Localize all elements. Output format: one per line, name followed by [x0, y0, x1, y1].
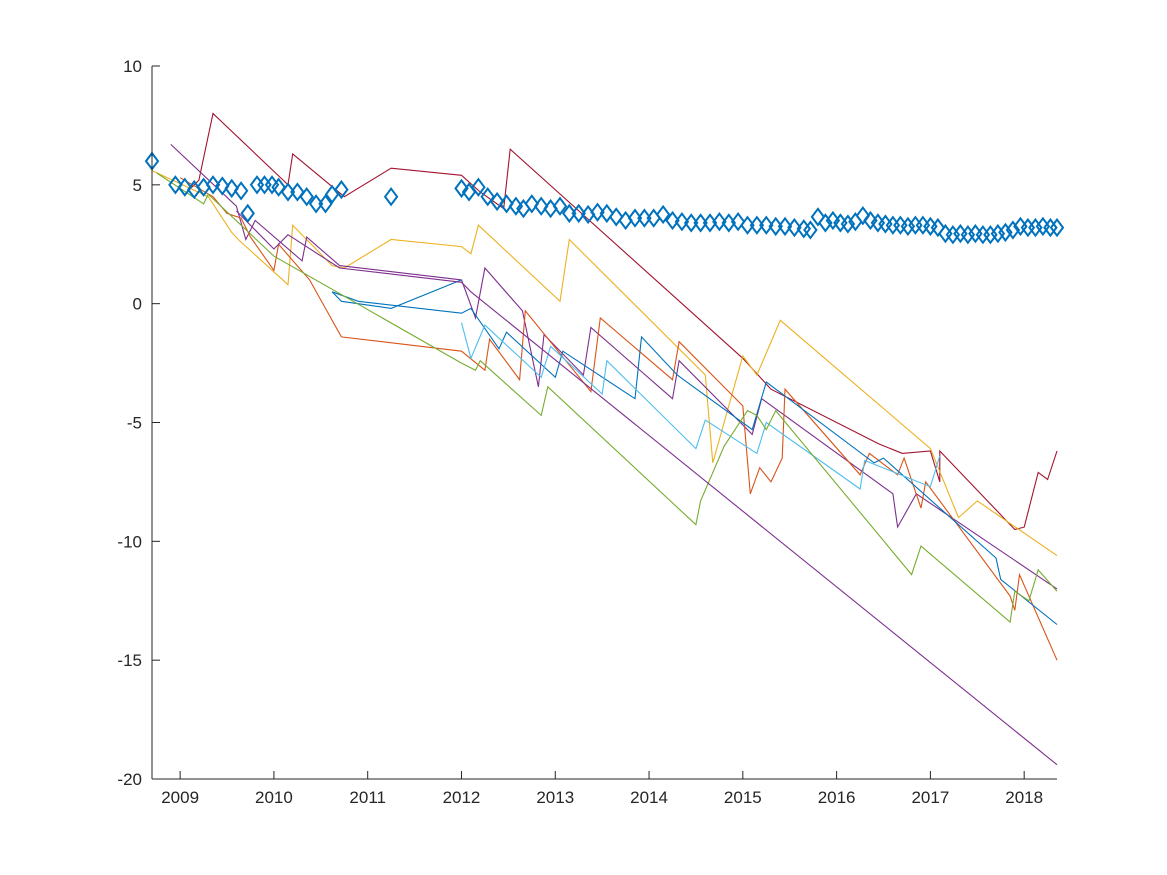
scatter-point [1028, 217, 1043, 238]
series-lines [151, 112, 1058, 766]
y-tick-label: -20 [117, 770, 142, 789]
x-tick-label: 2018 [1005, 788, 1043, 807]
scatter-point [308, 194, 324, 214]
scatter-point [787, 217, 802, 238]
scatter-point [257, 175, 272, 195]
scatter-point [693, 213, 708, 233]
scatter-point [712, 212, 727, 232]
axes [151, 66, 1057, 780]
x-tick-label: 2017 [911, 788, 949, 807]
x-tick-label: 2010 [255, 788, 293, 807]
y-tick-label: 10 [123, 57, 142, 76]
scatter-markers [144, 151, 1065, 245]
scatter-point [683, 213, 699, 233]
x-tick-label: 2015 [724, 788, 762, 807]
scatter-point [665, 210, 680, 231]
x-tick-label: 2011 [349, 788, 386, 807]
scatter-point [803, 220, 818, 240]
scatter-point [1005, 220, 1021, 240]
scatter-point [840, 214, 856, 234]
scatter-point [730, 212, 746, 232]
scatter-point [655, 204, 671, 225]
series-line-3 [170, 143, 1058, 590]
series-line-8 [236, 210, 1058, 766]
y-tick-label: -15 [117, 651, 142, 670]
series-line-2 [151, 170, 1058, 557]
scatter-point [383, 187, 399, 207]
series-line-1 [184, 112, 1058, 531]
scatter-point [810, 207, 826, 227]
scatter-point [271, 177, 286, 197]
scatter-point [825, 210, 841, 231]
scatter-point [215, 176, 230, 196]
scatter-point [233, 181, 249, 201]
scatter-point [571, 203, 586, 224]
scatter-point [224, 178, 239, 199]
series-line-6 [460, 322, 941, 490]
x-ticks: 2009 2010 2011 2012 2013 2014 2015 2016 2017 2018 [161, 771, 1043, 807]
scatter-point [562, 203, 577, 224]
scatter-point [900, 216, 916, 237]
y-tick-label: -5 [127, 414, 142, 433]
scatter-point [533, 196, 549, 216]
scatter-point [552, 196, 568, 216]
scatter-point [508, 196, 524, 216]
scatter-point [627, 208, 643, 228]
scatter-point [740, 215, 755, 235]
scatter-point [240, 203, 255, 224]
scatter-point [1049, 217, 1065, 238]
scatter-point [945, 225, 961, 245]
y-ticks: 10 5 0 -5 -10 -15 -20 [117, 57, 160, 789]
scatter-point [480, 187, 495, 207]
scatter-point [524, 194, 540, 214]
scatter-point [334, 179, 349, 200]
scatter-point [759, 215, 774, 235]
scatter-point [777, 216, 793, 237]
scatter-point [299, 187, 314, 207]
scatter-point [960, 225, 976, 245]
x-tick-label: 2013 [536, 788, 574, 807]
scatter-point [599, 203, 615, 224]
x-tick-label: 2012 [443, 788, 481, 807]
scatter-point [249, 175, 265, 195]
scatter-point [608, 207, 624, 227]
scatter-point [471, 177, 486, 197]
scatter-point [855, 206, 871, 226]
y-tick-label: -10 [117, 532, 142, 551]
scatter-point [674, 212, 690, 232]
scatter-point [818, 213, 833, 233]
scatter-point [168, 175, 183, 195]
scatter-point [499, 194, 514, 214]
scatter-point [177, 177, 193, 197]
scatter-point [749, 215, 765, 235]
scatter-point [930, 217, 946, 238]
y-tick-label: 5 [133, 176, 142, 195]
scatter-point [637, 208, 652, 228]
scatter-point [998, 222, 1013, 243]
series-line-5 [331, 279, 1058, 625]
scatter-point [205, 175, 221, 195]
x-tick-label: 2014 [630, 788, 668, 807]
scatter-point [280, 182, 296, 202]
scatter-point [768, 216, 783, 237]
scatter-point [318, 194, 333, 214]
scatter-point [454, 178, 469, 199]
scatter-point [863, 210, 878, 231]
scatter-point [983, 225, 998, 245]
series-line-7 [156, 172, 1058, 624]
x-tick-label: 2016 [818, 788, 856, 807]
scatter-point [290, 182, 305, 202]
scatter-point [590, 202, 605, 222]
scatter-point [990, 223, 1006, 244]
scatter-point [489, 191, 505, 212]
x-tick-label: 2009 [161, 788, 199, 807]
scatter-point [1043, 217, 1058, 238]
y-tick-label: 0 [133, 295, 142, 314]
